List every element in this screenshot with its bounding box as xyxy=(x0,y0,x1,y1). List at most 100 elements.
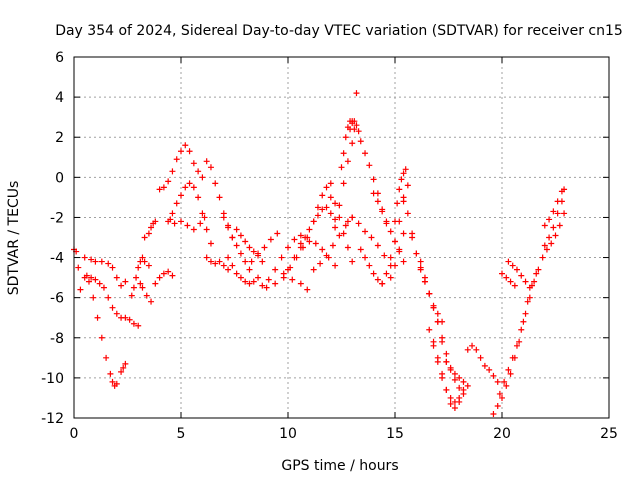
data-point xyxy=(503,274,510,281)
data-point xyxy=(113,380,120,387)
data-point xyxy=(118,368,125,375)
data-point xyxy=(387,254,394,261)
data-point xyxy=(464,346,471,353)
grid-lines xyxy=(74,57,609,418)
data-point xyxy=(332,224,339,231)
data-point xyxy=(314,212,321,219)
series-arc-42 xyxy=(464,342,501,385)
data-point xyxy=(434,310,441,317)
data-point xyxy=(94,314,101,321)
data-point xyxy=(272,266,279,273)
data-point xyxy=(439,334,446,341)
data-point xyxy=(201,214,208,221)
y-tick-label: -8 xyxy=(50,331,64,347)
data-point xyxy=(332,200,339,207)
data-point xyxy=(522,278,529,285)
data-point xyxy=(447,366,454,373)
data-point xyxy=(233,242,240,249)
data-point xyxy=(513,342,520,349)
data-point xyxy=(374,242,381,249)
data-point xyxy=(556,222,563,229)
data-point xyxy=(109,264,116,271)
data-point xyxy=(81,254,88,261)
data-point xyxy=(207,240,214,247)
data-point xyxy=(338,164,345,171)
y-tick-label: 0 xyxy=(55,170,64,186)
y-axis-tick-labels: -12 -10 -8 -6 -4 -2 0 2 4 6 xyxy=(41,50,64,427)
data-point xyxy=(261,244,268,251)
x-axis-label: GPS time / hours xyxy=(281,458,398,474)
y-tick-label: 4 xyxy=(55,90,64,106)
data-point xyxy=(351,118,358,125)
data-point xyxy=(109,378,116,385)
data-point xyxy=(141,258,148,265)
data-point xyxy=(255,250,262,257)
series-arc-44 xyxy=(496,254,546,397)
data-point xyxy=(417,258,424,265)
data-point xyxy=(171,220,178,227)
data-point xyxy=(499,270,505,277)
data-point xyxy=(135,264,142,271)
data-point xyxy=(197,220,204,227)
data-point xyxy=(291,236,298,243)
data-point xyxy=(548,240,555,247)
data-point xyxy=(122,360,129,367)
data-point xyxy=(263,284,270,291)
series-arc-2 xyxy=(81,254,129,289)
y-tick-label: -12 xyxy=(41,411,64,427)
data-point xyxy=(242,238,249,245)
chart-title: Day 354 of 2024, Sidereal Day-to-day VTE… xyxy=(55,23,623,39)
data-point xyxy=(494,378,501,385)
series-arc-49 xyxy=(541,188,565,229)
data-point xyxy=(160,184,167,191)
data-point xyxy=(92,276,99,283)
data-point xyxy=(233,270,240,277)
data-point xyxy=(396,186,403,193)
data-point xyxy=(152,280,159,287)
y-axis-label: SDTVAR / TECUs xyxy=(6,181,22,296)
data-point xyxy=(456,398,463,405)
data-point xyxy=(366,162,373,169)
data-point xyxy=(327,210,334,217)
y-tick-label: -10 xyxy=(41,371,64,387)
data-point xyxy=(451,404,458,411)
data-point xyxy=(220,214,227,221)
data-point xyxy=(212,180,219,187)
data-point xyxy=(242,278,249,285)
data-point xyxy=(340,150,347,157)
data-point xyxy=(278,254,285,261)
series-arc-31 xyxy=(357,246,386,287)
data-point xyxy=(554,210,561,217)
data-point xyxy=(349,258,356,265)
data-point xyxy=(105,260,112,267)
series-arc-11 xyxy=(165,180,214,247)
data-point xyxy=(513,266,520,273)
data-point xyxy=(344,218,351,225)
data-point xyxy=(130,320,137,327)
data-point xyxy=(139,284,146,291)
data-point xyxy=(156,186,163,193)
data-point xyxy=(169,168,176,175)
data-point xyxy=(368,234,375,241)
data-point xyxy=(137,280,144,287)
data-point xyxy=(88,274,95,281)
data-point xyxy=(229,262,236,269)
data-point xyxy=(353,122,360,129)
data-point xyxy=(319,246,326,253)
data-point xyxy=(404,182,411,189)
data-point xyxy=(182,142,189,149)
data-point xyxy=(77,286,84,293)
data-point xyxy=(481,362,488,369)
data-point xyxy=(541,242,548,249)
data-point xyxy=(362,228,369,235)
series-arc-20 xyxy=(263,274,311,293)
data-point xyxy=(167,216,174,223)
data-point xyxy=(541,222,548,229)
data-point xyxy=(126,316,133,323)
data-point xyxy=(280,270,287,277)
data-point xyxy=(297,240,304,247)
data-point xyxy=(379,208,386,215)
data-point xyxy=(409,234,416,241)
data-point xyxy=(398,176,405,183)
